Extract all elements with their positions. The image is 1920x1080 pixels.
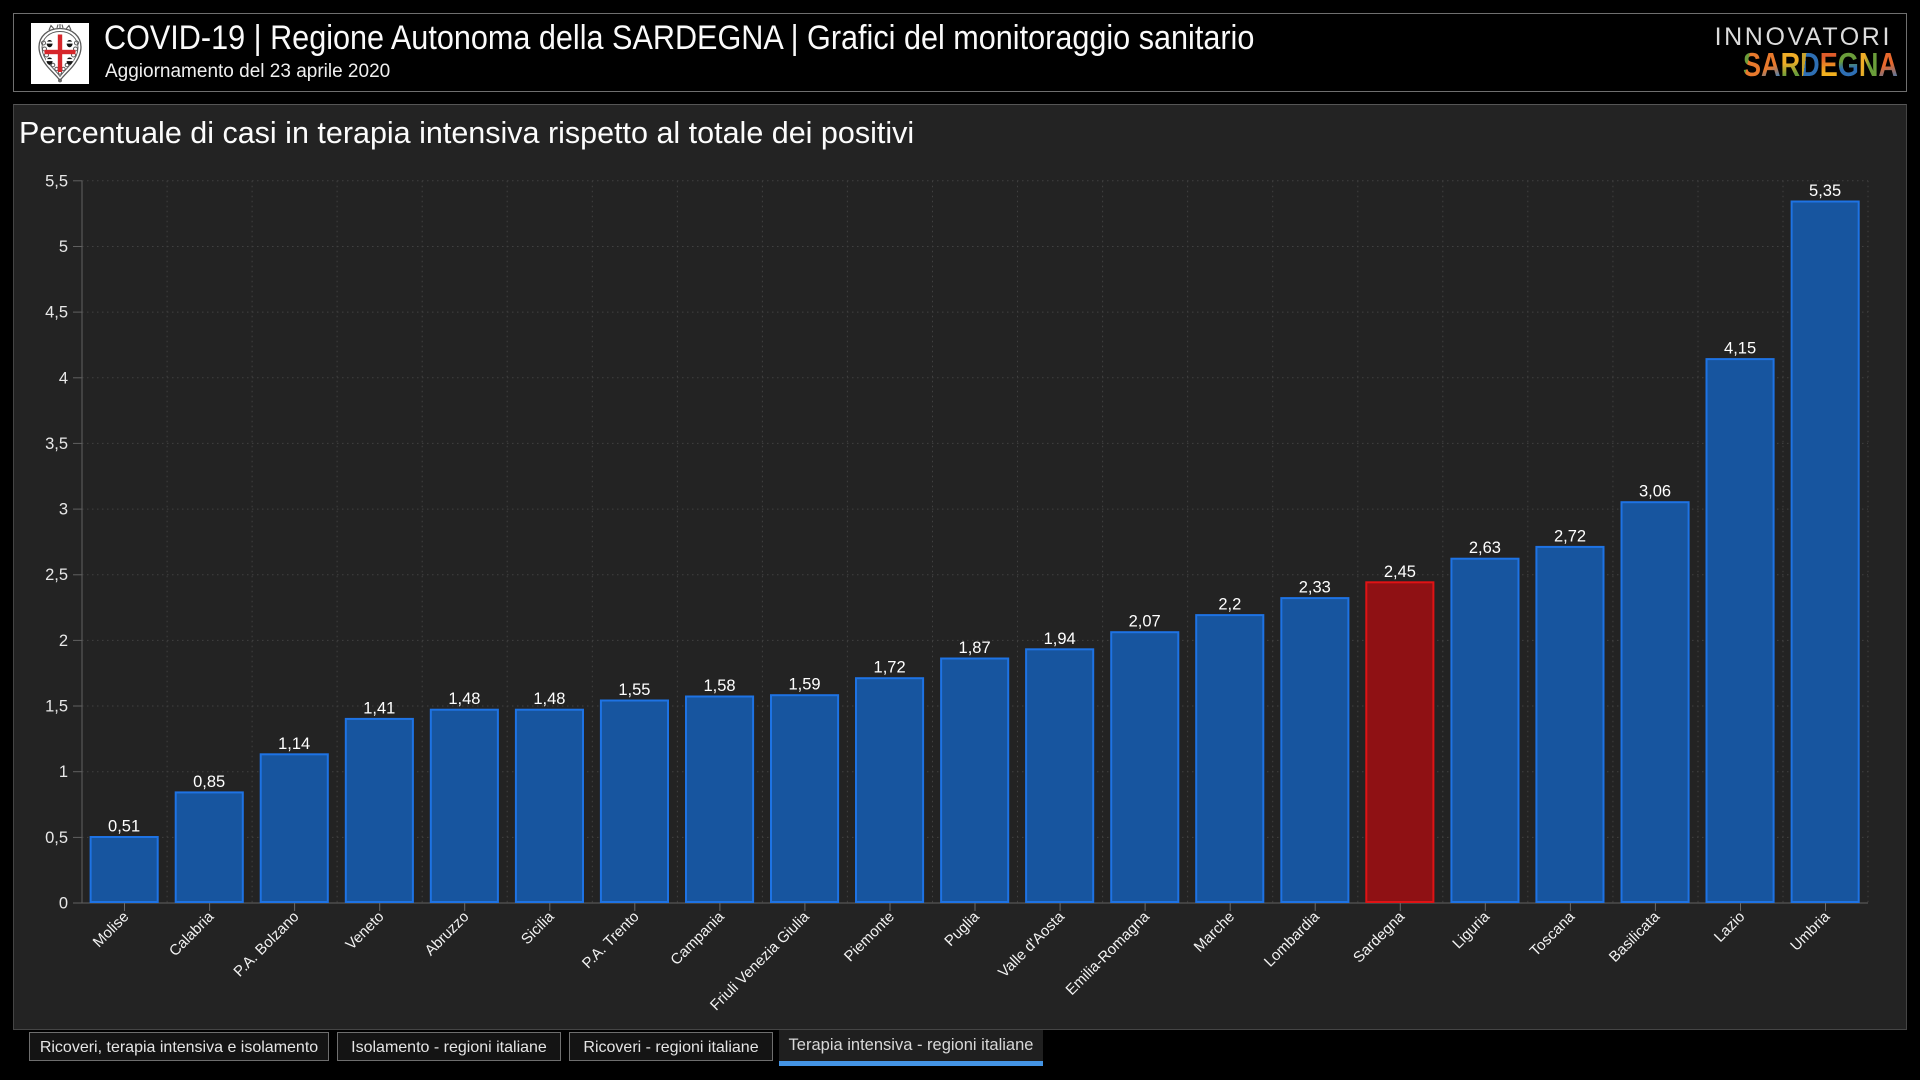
svg-text:Toscana: Toscana [1527,908,1579,960]
svg-text:0,85: 0,85 [193,773,225,791]
svg-text:0,51: 0,51 [108,818,140,836]
svg-text:0,5: 0,5 [45,829,68,847]
svg-text:4,5: 4,5 [45,304,68,322]
svg-text:Liguria: Liguria [1449,908,1493,952]
svg-text:1,48: 1,48 [533,690,565,708]
svg-text:1: 1 [59,763,68,781]
svg-text:1,41: 1,41 [363,699,395,717]
svg-text:Abruzzo: Abruzzo [422,908,473,959]
svg-text:1,58: 1,58 [703,677,735,695]
svg-text:3: 3 [59,501,68,519]
svg-text:1,59: 1,59 [788,676,820,694]
svg-text:Veneto: Veneto [342,908,387,953]
svg-text:2,63: 2,63 [1469,539,1501,557]
svg-text:P.A. Trento: P.A. Trento [579,908,643,972]
svg-text:Lazio: Lazio [1711,908,1748,945]
svg-text:Valle d'Aosta: Valle d'Aosta [995,908,1068,981]
svg-text:Calabria: Calabria [166,908,218,960]
svg-text:1,48: 1,48 [448,690,480,708]
svg-text:2,72: 2,72 [1554,527,1586,545]
svg-text:5: 5 [59,238,68,256]
svg-text:2,5: 2,5 [45,566,68,584]
svg-text:3,06: 3,06 [1639,483,1671,501]
svg-text:Marche: Marche [1191,908,1238,955]
svg-text:Campania: Campania [667,908,728,969]
svg-text:2,45: 2,45 [1384,563,1416,581]
svg-text:1,55: 1,55 [618,681,650,699]
svg-text:Molise: Molise [90,908,133,951]
svg-text:0: 0 [59,895,68,913]
svg-text:3,5: 3,5 [45,435,68,453]
svg-text:Sardegna: Sardegna [1350,908,1408,966]
svg-text:1,5: 1,5 [45,698,68,716]
svg-text:1,14: 1,14 [278,735,310,753]
svg-text:Umbria: Umbria [1787,908,1834,955]
svg-text:1,87: 1,87 [959,639,991,657]
svg-text:Sicilia: Sicilia [518,908,558,948]
svg-text:2,2: 2,2 [1218,596,1241,614]
svg-text:4: 4 [59,369,68,387]
svg-text:Emilia-Romagna: Emilia-Romagna [1063,908,1154,999]
svg-text:P.A. Bolzano: P.A. Bolzano [230,908,302,980]
svg-text:2: 2 [59,632,68,650]
svg-text:Lombardia: Lombardia [1261,908,1324,971]
svg-text:Basilicata: Basilicata [1606,908,1664,966]
svg-text:1,72: 1,72 [874,659,906,677]
svg-text:Piemonte: Piemonte [841,908,898,965]
svg-text:5,5: 5,5 [45,172,68,190]
svg-text:2,33: 2,33 [1299,579,1331,597]
svg-text:5,35: 5,35 [1809,182,1841,200]
svg-text:1,94: 1,94 [1044,630,1076,648]
svg-text:Puglia: Puglia [941,908,983,950]
svg-text:2,07: 2,07 [1129,613,1161,631]
svg-text:4,15: 4,15 [1724,340,1756,358]
